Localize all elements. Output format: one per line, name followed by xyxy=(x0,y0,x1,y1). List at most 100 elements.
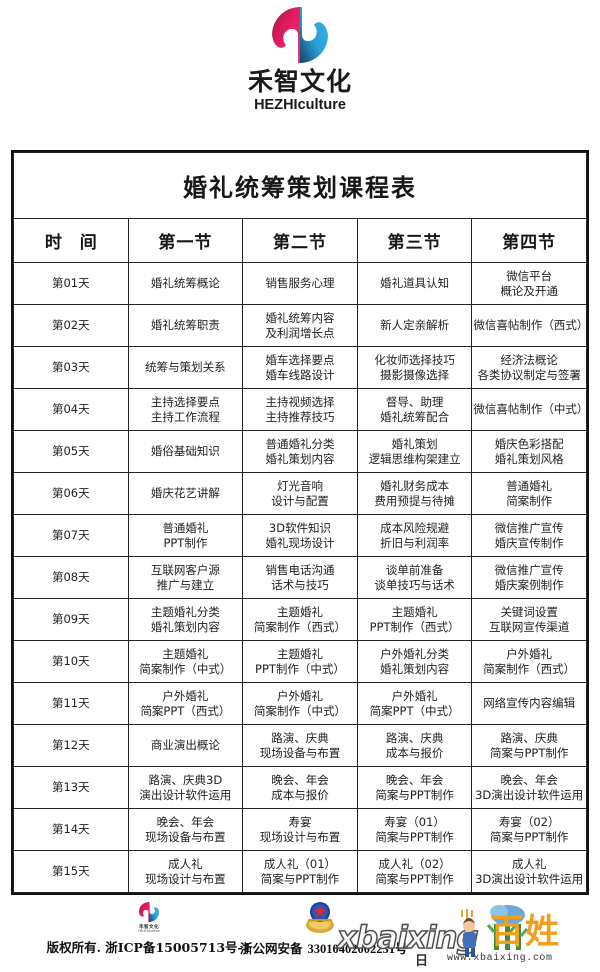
cell-line: 成人礼（01） xyxy=(263,856,337,871)
cell-line: 成人礼 xyxy=(168,856,203,871)
cell-line: 晚会、年会 xyxy=(156,814,215,829)
cell-line: 关键词设置 xyxy=(500,604,558,619)
cell-period-1: 婚俗基础知识 xyxy=(127,430,244,473)
cell-line: 简案PPT（中式） xyxy=(369,703,460,718)
cell-line: 婚礼策划风格 xyxy=(494,451,564,466)
table-row: 第05天 婚俗基础知识 普通婚礼分类 婚礼策划内容 婚礼策划 逻辑思维构架建立 婚庆色彩搭配… xyxy=(13,430,587,473)
table-row: 第09天 主题婚礼分类 婚礼策划内容 主题婚礼 简案制作（西式） 主题婚礼 PPT制作（西式… xyxy=(13,598,587,641)
cell-period-2: 户外婚礼 简案制作（中式） xyxy=(242,682,358,725)
cell-line: 简案与PPT制作 xyxy=(375,787,454,802)
cell-line: 现场设计与布置 xyxy=(259,829,341,844)
cell-line: 主持选择要点 xyxy=(150,394,220,409)
cell-day: 第11天 xyxy=(13,682,129,725)
cell-period-4: 寿宴（02） 简案与PPT制作 xyxy=(471,808,587,851)
cell-line: 婚礼统筹内容 xyxy=(265,310,335,325)
cell-line: 婚礼统筹配合 xyxy=(380,409,450,424)
cell-period-4: 成人礼 3D演出设计软件运用 xyxy=(471,850,587,893)
cell-period-2: 路演、庆典 现场设备与布置 xyxy=(242,724,358,767)
column-header-period-4: 第四节 xyxy=(471,218,587,263)
cell-period-3: 婚礼策划 逻辑思维构架建立 xyxy=(356,430,473,473)
cell-period-2: 3D软件知识 婚礼现场设计 xyxy=(242,514,358,557)
cell-line: 路演、庆典 xyxy=(271,730,329,745)
cell-line: 户外婚礼 xyxy=(506,646,553,661)
cell-line: 主持工作流程 xyxy=(150,409,220,424)
cell-day: 第02天 xyxy=(13,304,129,347)
cell-period-3: 化妆师选择技巧 摄影摄像选择 xyxy=(356,346,473,389)
cell-line: PPT制作（中式） xyxy=(255,661,345,676)
column-header-period-1: 第一节 xyxy=(127,218,244,263)
cell-line: 成本与报价 xyxy=(271,787,329,802)
cell-line: 主题婚礼 xyxy=(276,646,323,661)
cell-period-1: 主持选择要点 主持工作流程 xyxy=(127,388,244,431)
cell-line: 婚礼统筹职责 xyxy=(150,318,220,332)
cell-line: 督导、助理 xyxy=(385,394,444,409)
cell-line: 婚礼现场设计 xyxy=(265,535,335,550)
cell-line: 主题婚礼 xyxy=(276,604,323,619)
cell-line: 路演、庆典3D xyxy=(148,772,223,787)
cell-period-1: 普通婚礼 PPT制作 xyxy=(127,514,244,557)
cell-period-3: 成人礼（02） 简案与PPT制作 xyxy=(356,850,473,893)
footer-logo-en: HEZHIculture xyxy=(138,929,160,933)
cell-day: 第06天 xyxy=(13,472,129,515)
page-title: 婚礼统筹策划课程表 xyxy=(13,152,587,219)
cell-period-1: 婚礼统筹概论 xyxy=(127,262,244,305)
cell-line: 成人礼 xyxy=(511,856,547,871)
cell-period-4: 户外婚礼 简案制作（西式） xyxy=(471,640,587,683)
column-header-time: 时 间 xyxy=(13,218,129,263)
cell-line: 寿宴 xyxy=(288,814,312,829)
cell-period-1: 晚会、年会 现场设备与布置 xyxy=(127,808,244,851)
cell-line: 现场设备与布置 xyxy=(145,829,226,844)
cell-line: 话术与技巧 xyxy=(271,577,329,592)
cell-period-3: 路演、庆典 成本与报价 xyxy=(356,724,473,767)
course-table: 婚礼统筹策划课程表 时 间 第一节 第二节 第三节 第四节 第01天 婚礼统筹概论… xyxy=(13,152,588,893)
cell-line: 费用预提与待摊 xyxy=(374,493,455,508)
copyright-text: 版权所有. 浙ICP备15005713号-1 xyxy=(46,940,252,955)
cell-line: 各类协议制定与签署 xyxy=(477,367,581,382)
cell-line: 成本与报价 xyxy=(385,745,444,760)
cell-line: 微信平台 xyxy=(506,268,553,283)
cell-line: 婚礼策划内容 xyxy=(265,451,335,466)
brand-name-cn: 禾智文化 xyxy=(247,67,352,96)
cell-period-2: 销售电话沟通 话术与技巧 xyxy=(242,556,358,599)
table-row: 第15天 成人礼 现场设计与布置 成人礼（01） 简案与PPT制作 成人礼（02） 简案与P… xyxy=(13,850,587,893)
cell-period-1: 互联网客户源 推广与建立 xyxy=(127,556,244,599)
cell-line: 婚庆色彩搭配 xyxy=(494,436,564,451)
cell-period-2: 婚礼统筹内容 及利润增长点 xyxy=(242,304,358,347)
cell-line: 简案制作（中式） xyxy=(139,661,232,676)
cell-day: 第15天 xyxy=(13,850,129,893)
table-row: 第06天 婚庆花艺讲解 灯光音响 设计与配置 婚礼财务成本 费用预提与待摊 普通婚礼 简案制作 xyxy=(13,472,587,515)
table-row: 第03天 统筹与策划关系 婚车选择要点 婚车线路设计 化妆师选择技巧 摄影摄像选择 经济法概… xyxy=(13,346,587,389)
cell-line: 婚车线路设计 xyxy=(265,367,335,382)
cell-period-1: 成人礼 现场设计与布置 xyxy=(127,850,244,893)
cell-day: 第07天 xyxy=(13,514,129,557)
cell-period-2: 主持视频选择 主持推荐技巧 xyxy=(242,388,358,431)
cell-period-4: 路演、庆典 简案与PPT制作 xyxy=(471,724,587,767)
cell-period-3: 新人定亲解析 xyxy=(356,304,473,347)
cell-line: 主题婚礼 xyxy=(162,646,209,661)
police-record-label: 浙公网安备 xyxy=(240,941,303,956)
cell-line: 主题婚礼 xyxy=(391,604,438,619)
cell-period-4: 微信喜帖制作（中式） xyxy=(471,388,588,431)
cell-line: 晚会、年会 xyxy=(271,772,329,787)
cell-period-3: 户外婚礼分类 婚礼策划内容 xyxy=(356,640,473,683)
police-record-number: 33010402002231号 xyxy=(307,942,408,956)
cell-period-3: 婚礼道具认知 xyxy=(356,262,473,305)
cell-line: 户外婚礼 xyxy=(276,688,323,703)
footer-logo-cn: 禾智文化 xyxy=(139,924,159,929)
cell-period-3: 成本风险规避 折旧与利润率 xyxy=(356,514,473,557)
cell-line: 折旧与利润率 xyxy=(380,535,450,550)
cell-day: 第12天 xyxy=(13,724,129,767)
cell-line: 逻辑思维构架建立 xyxy=(368,451,461,466)
cell-line: 婚车选择要点 xyxy=(265,352,335,367)
cell-line: 销售服务心理 xyxy=(265,276,335,290)
table-row: 第11天 户外婚礼 简案PPT（西式） 户外婚礼 简案制作（中式） 户外婚礼 简案PPT（中… xyxy=(13,682,587,725)
cell-period-3: 婚礼财务成本 费用预提与待摊 xyxy=(356,472,473,515)
table-row: 第01天 婚礼统筹概论 销售服务心理 婚礼道具认知 微信平台 概论及开通 xyxy=(13,262,587,305)
cell-line: 灯光音响 xyxy=(276,478,323,493)
cell-period-1: 统筹与策划关系 xyxy=(127,346,244,389)
table-row: 第07天 普通婚礼 PPT制作 3D软件知识 婚礼现场设计 成本风险规避 折旧与利润率 微信推… xyxy=(13,514,587,557)
cell-line: 晚会、年会 xyxy=(385,772,444,787)
cell-period-4: 微信推广宣传 婚庆宣传制作 xyxy=(471,514,587,557)
cell-line: 普通婚礼分类 xyxy=(265,436,335,451)
